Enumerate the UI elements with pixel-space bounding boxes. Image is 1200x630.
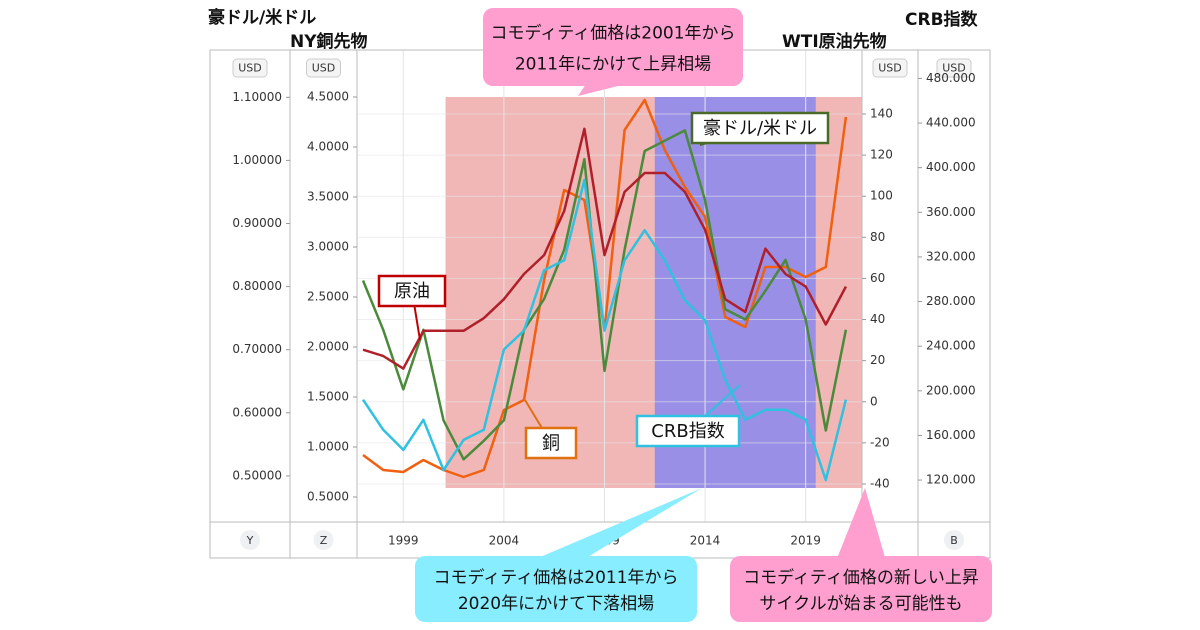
- y-tick-label: 1.00000: [232, 153, 282, 167]
- y-tick-label: 120: [870, 148, 893, 162]
- y-tick-label: 60: [870, 271, 885, 285]
- series-label: 豪ドル/米ドル: [703, 118, 817, 139]
- unit-label: USD: [312, 62, 336, 75]
- y-tick-label: 4.5000: [307, 90, 349, 104]
- annotation-text: 2011年にかけて上昇相場: [515, 55, 711, 75]
- annotation-pointer: [531, 488, 702, 561]
- axis-letter-badge: [240, 530, 260, 550]
- y-tick-label: 1.10000: [232, 90, 282, 104]
- series-label: 原油: [394, 281, 430, 302]
- axis-title: WTI原油先物: [782, 31, 887, 52]
- annotation-box: [415, 556, 697, 622]
- axis-title: NY銅先物: [290, 31, 368, 52]
- y-tick-label: 2.5000: [307, 290, 349, 304]
- series-callout: [635, 414, 741, 448]
- series-callout: [524, 426, 578, 460]
- annotation-text: コモディティ価格は2011年から: [433, 567, 678, 588]
- y-tick-label: 0.50000: [232, 468, 282, 482]
- y-tick-label: 440.000: [926, 116, 976, 130]
- series-callout: [377, 274, 447, 308]
- axis-title: CRB指数: [905, 9, 979, 30]
- y-tick-label: 140: [870, 106, 893, 120]
- unit-label: USD: [942, 62, 966, 75]
- series-line: [361, 178, 848, 482]
- x-tick-label: 2004: [489, 534, 520, 548]
- y-tick-label: 480.000: [926, 71, 976, 85]
- unit-badge: [232, 58, 268, 78]
- axis-letter: Y: [246, 534, 254, 547]
- annotation-box: [483, 8, 743, 86]
- annotation-text: サイクルが始まる可能性も: [759, 594, 962, 614]
- y-tick-label: 2.0000: [307, 340, 349, 354]
- y-tick-label: 0.5000: [307, 490, 349, 504]
- y-tick-label: 3.0000: [307, 240, 349, 254]
- y-tick-label: 200.000: [926, 383, 976, 397]
- y-tick-label: 100: [870, 189, 893, 203]
- y-tick-label: 0.90000: [232, 216, 282, 230]
- y-tick-label: -20: [870, 435, 890, 449]
- y-tick-label: 0.60000: [232, 405, 282, 419]
- y-tick-label: 280.000: [926, 294, 976, 308]
- x-tick-label: 2014: [690, 534, 721, 548]
- series-label: 銅: [542, 433, 560, 454]
- y-tick-label: 320.000: [926, 249, 976, 263]
- series-line: [361, 129, 848, 461]
- annotation-text: コモディティ価格の新しい上昇: [743, 567, 979, 588]
- y-tick-label: 40: [870, 312, 885, 326]
- axis-title: 豪ドル/米ドル: [208, 7, 316, 28]
- unit-label: USD: [878, 62, 902, 75]
- unit-badge: [872, 58, 908, 78]
- y-tick-label: 0.80000: [232, 279, 282, 293]
- y-tick-label: 120.000: [926, 473, 976, 487]
- x-tick-label: 2019: [790, 534, 821, 548]
- axis-letter-badge: [313, 530, 334, 550]
- unit-badge: [306, 58, 341, 78]
- y-tick-label: 240.000: [926, 339, 976, 353]
- axis-letter-badge: [944, 530, 964, 550]
- y-tick-label: 160.000: [926, 428, 976, 442]
- axis-letter: Z: [320, 534, 328, 547]
- unit-badge: [936, 58, 972, 78]
- annotation-pointer: [836, 488, 886, 561]
- y-tick-label: 400.000: [926, 160, 976, 174]
- series-line: [362, 127, 848, 370]
- series-callout: [690, 111, 830, 145]
- y-tick-label: 4.0000: [307, 140, 349, 154]
- y-tick-label: 3.5000: [307, 190, 349, 204]
- series-label: CRB指数: [651, 421, 724, 442]
- annotation-text: 2020年にかけて下落相場: [458, 594, 654, 614]
- y-tick-label: 80: [870, 230, 885, 244]
- y-tick-label: 1.0000: [307, 440, 349, 454]
- annotation-text: コモディティ価格は2001年から: [490, 22, 735, 43]
- x-tick-label: 1999: [388, 534, 419, 548]
- y-tick-label: 20: [870, 353, 885, 367]
- y-tick-label: 360.000: [926, 205, 976, 219]
- annotation-box: [730, 556, 992, 622]
- y-tick-label: 0.70000: [232, 342, 282, 356]
- y-tick-label: 1.5000: [307, 390, 349, 404]
- unit-label: USD: [238, 62, 262, 75]
- y-tick-label: 0: [870, 394, 878, 408]
- axis-letter: B: [950, 534, 958, 547]
- y-tick-label: -40: [870, 476, 890, 490]
